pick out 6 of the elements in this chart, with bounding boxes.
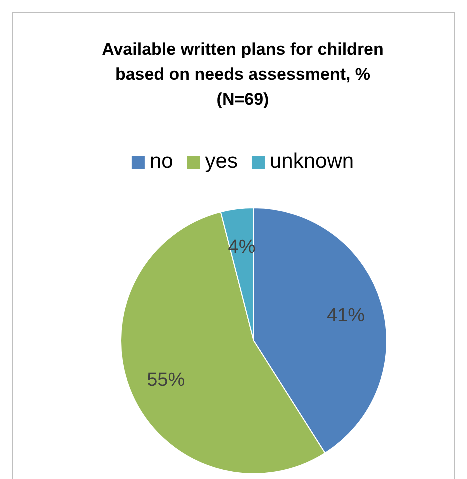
data-label: 55% bbox=[147, 370, 186, 392]
data-label: 41% bbox=[326, 305, 366, 326]
chart-title: Available written plans for children based on needs assessment, % (N=69) bbox=[102, 40, 384, 109]
legend-label: yes bbox=[205, 150, 238, 173]
legend-label: no bbox=[150, 150, 174, 173]
legend-label: unknown bbox=[270, 150, 354, 173]
